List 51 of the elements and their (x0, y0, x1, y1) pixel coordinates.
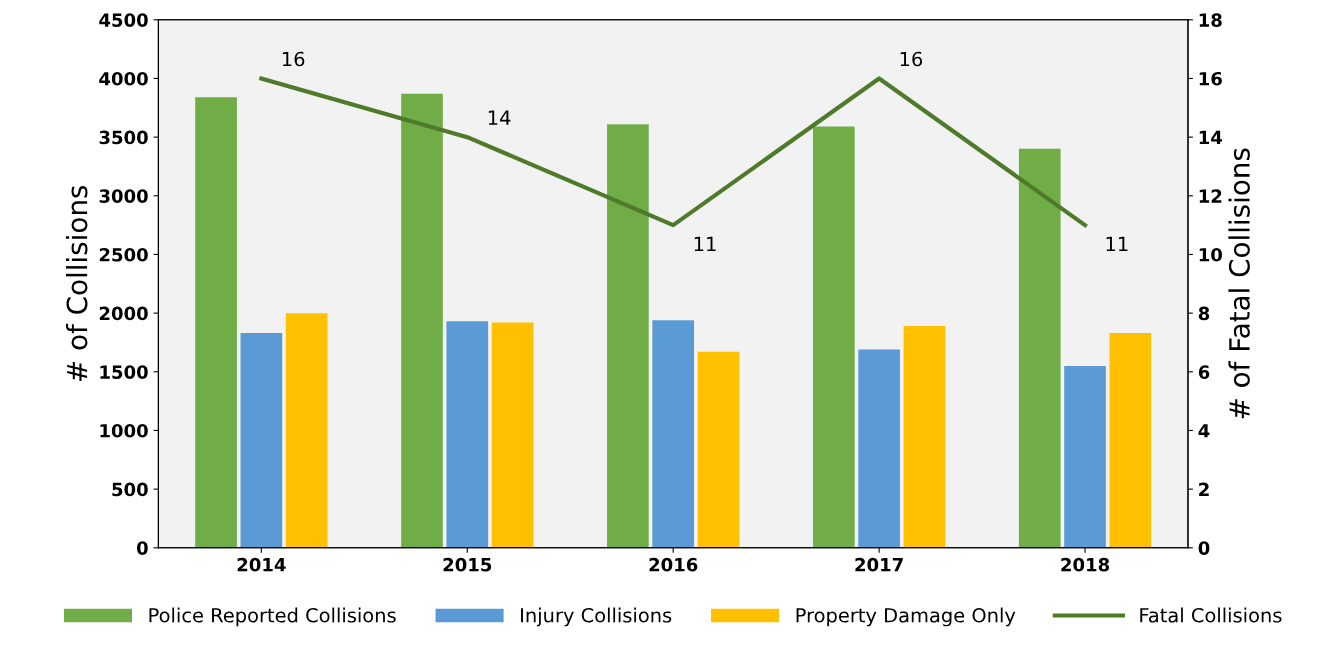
bar (195, 97, 237, 548)
bar (607, 124, 649, 548)
x-tick-label: 2017 (855, 557, 903, 572)
bar (697, 351, 740, 548)
y2-tick-label: 12 (1199, 189, 1222, 203)
bar (401, 93, 443, 548)
data-label: 16 (900, 51, 923, 67)
x-tick-label: 2015 (443, 557, 492, 572)
y-tick-label: 3000 (99, 189, 148, 203)
bar (1064, 365, 1106, 548)
y-tick-label: 1000 (100, 423, 148, 438)
bar (446, 321, 489, 548)
bar (1018, 148, 1061, 548)
y-tick-label: 1500 (100, 365, 148, 379)
y-tick-label: 4000 (99, 71, 148, 86)
bar (285, 313, 328, 548)
y2-tick-label: 16 (1199, 71, 1222, 86)
y2-tick-label: 2 (1199, 482, 1209, 496)
y-tick-label: 500 (112, 482, 148, 497)
legend-label: Fatal Collisions (1140, 607, 1282, 623)
y2-tick-label: 10 (1199, 247, 1222, 262)
data-label: 16 (282, 51, 305, 67)
y2-tick-label: 6 (1198, 365, 1210, 379)
x-tick-label: 2018 (1061, 557, 1110, 572)
y2-tick-label: 4 (1198, 424, 1210, 438)
x-tick-label: 2014 (237, 557, 286, 572)
bar (240, 333, 283, 548)
y2-axis-title: # of Fatal Collisions (1228, 148, 1250, 419)
legend-label: Property Damage Only (796, 607, 1016, 627)
legend-label: Police Reported Collisions (149, 607, 396, 627)
y-tick-label: 4500 (99, 13, 148, 27)
x-tick-label: 2016 (649, 557, 698, 572)
y-tick-label: 2500 (99, 247, 148, 262)
data-label: 11 (694, 236, 716, 252)
y-tick-label: 0 (136, 541, 148, 555)
y2-tick-label: 18 (1199, 13, 1222, 27)
y2-tick-label: 0 (1198, 541, 1210, 555)
legend-label: Injury Collisions (521, 607, 672, 627)
bar (1109, 333, 1152, 548)
data-label: 11 (1106, 236, 1128, 252)
bar (652, 320, 695, 548)
bar (491, 322, 534, 548)
bar (903, 326, 946, 548)
y-tick-label: 3500 (99, 130, 148, 145)
y2-tick-label: 14 (1199, 130, 1223, 144)
bar (812, 126, 855, 548)
y-axis-title: # of Collisions (65, 185, 88, 381)
y2-tick-label: 8 (1198, 306, 1210, 321)
bar (858, 349, 900, 548)
y-tick-label: 2000 (99, 306, 148, 321)
data-label: 14 (488, 110, 511, 125)
